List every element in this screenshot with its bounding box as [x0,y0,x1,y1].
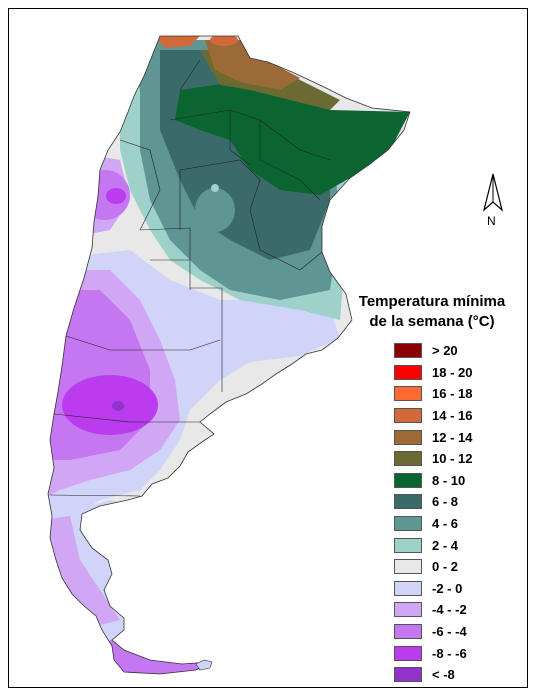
legend-swatch [394,580,422,596]
legend-item: 8 - 10 [394,470,526,492]
province-borders [49,59,331,497]
legend-label: 18 - 20 [432,364,473,380]
legend-swatch [394,645,422,661]
zone-minus8-minus6-north [106,188,126,204]
zone-4-6-pocket [195,188,235,232]
legend-label: 4 - 6 [432,516,459,532]
legend-label: -2 - 0 [432,580,463,596]
legend-label: 14 - 16 [432,408,473,424]
legend-swatch [394,537,422,553]
legend-title-line2: de la semana (°C) [369,313,495,330]
legend-swatch [394,408,422,424]
legend-item: 2 - 4 [394,534,526,556]
legend-label: 10 - 12 [432,451,473,467]
legend-item: > 20 [394,340,526,362]
zone-8-10 [175,80,410,195]
legend-item: -2 - 0 [394,578,526,600]
legend-label: -8 - -6 [432,645,467,661]
legend-swatch [394,667,422,683]
legend-label: 16 - 18 [432,386,473,402]
legend-item: 0 - 2 [394,556,526,578]
legend-swatch [394,386,422,402]
north-arrow-icon [482,173,504,212]
zone-2-4-pocket [211,184,219,192]
legend-label: 2 - 4 [432,537,459,553]
legend-item: 4 - 6 [394,513,526,535]
legend-title-line1: Temperatura mínima [358,293,506,310]
zone-14-16 [155,36,200,48]
legend-item: 10 - 12 [394,448,526,470]
legend-items: > 20 18 - 20 16 - 18 14 - 16 12 - 14 10 - 12 8… [394,340,526,686]
legend: Temperatura mínima de la semana (°C) > 2… [338,292,526,686]
legend-item: 12 - 14 [394,426,526,448]
legend-swatch [394,343,422,359]
legend-label: < -8 [432,667,455,683]
legend-swatch [394,559,422,575]
zone-minus8-minus6 [62,375,158,435]
islands [195,659,213,671]
legend-swatch [394,494,422,510]
legend-swatch [394,451,422,467]
legend-label: 8 - 10 [432,472,466,488]
legend-item: 18 - 20 [394,362,526,384]
zone-14-16-b [210,36,238,46]
legend-label: 0 - 2 [432,559,459,575]
zone-below-minus8 [112,401,124,411]
legend-item: 14 - 16 [394,405,526,427]
zone-12-14 [205,40,300,90]
legend-label: 12 - 14 [432,429,473,445]
legend-swatch [394,429,422,445]
legend-swatch [394,602,422,618]
legend-label: -4 - -2 [432,602,467,618]
country-outline [47,35,411,675]
legend-item: -8 - -6 [394,642,526,664]
legend-swatch [394,364,422,380]
legend-swatch [394,624,422,640]
legend-item: 6 - 8 [394,491,526,513]
legend-item: -6 - -4 [394,621,526,643]
legend-label: > 20 [432,343,458,359]
legend-item: -4 - -2 [394,599,526,621]
legend-swatch [394,516,422,532]
zone-minus6-minus4-tdf [100,640,200,674]
north-label: N [487,214,496,228]
legend-label: 6 - 8 [432,494,459,510]
legend-label: -6 - -4 [432,624,467,640]
zone-0-2-patch [90,504,156,544]
legend-item: 16 - 18 [394,383,526,405]
legend-swatch [394,472,422,488]
legend-item: < -8 [394,664,526,686]
